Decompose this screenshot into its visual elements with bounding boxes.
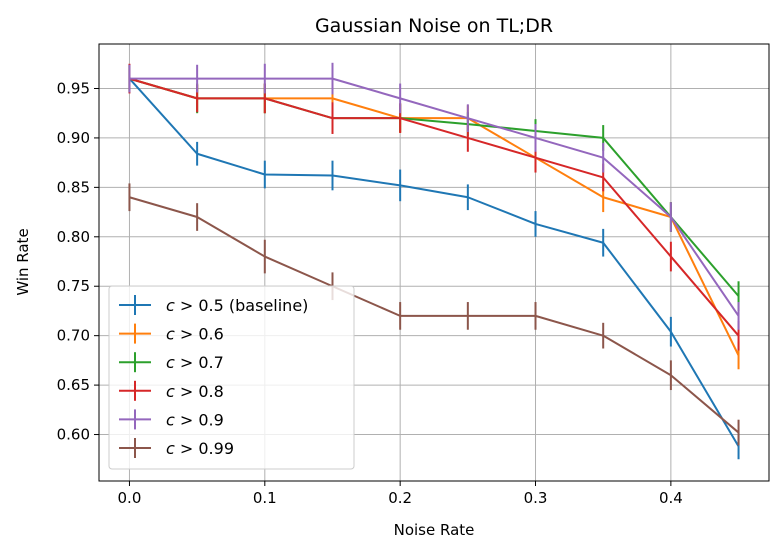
legend-label-symbol: c: [166, 410, 175, 429]
legend-label-text: > 0.99: [175, 439, 234, 458]
legend-label-symbol: c: [166, 439, 175, 458]
series-line: [128, 77, 740, 447]
y-tick-label: 0.80: [57, 228, 90, 246]
y-tick-label: 0.65: [57, 376, 90, 394]
legend-label: c > 0.99: [166, 439, 234, 458]
legend-label: c > 0.6: [166, 325, 224, 344]
y-tick-label: 0.90: [57, 129, 90, 147]
x-tick-label: 0.0: [118, 489, 142, 507]
plot-frame: [98, 43, 770, 482]
legend-label-symbol: c: [166, 353, 175, 372]
x-tick-label: 0.4: [659, 489, 683, 507]
legend-label-text: > 0.6: [175, 325, 224, 344]
ticks: 0.0 0.1 0.2 0.3 0.4 0.60 0.65 0.70 0.75 0.80 0.85 0…: [57, 79, 683, 507]
series-4: [128, 62, 740, 330]
x-axis-label: Noise Rate: [394, 521, 475, 539]
legend-item: c > 0.99: [119, 438, 234, 458]
y-axis-label: Win Rate: [14, 228, 32, 295]
y-tick-label: 0.60: [57, 426, 90, 444]
legend-label-symbol: c: [166, 382, 175, 401]
legend-label-text: > 0.7: [175, 353, 224, 372]
series-line: [129, 77, 740, 317]
series-line: [129, 196, 740, 434]
legend-label-text: > 0.8: [175, 382, 224, 401]
y-tick-label: 0.70: [57, 327, 90, 345]
y-tick-label: 0.95: [57, 79, 90, 97]
legend-label-text: > 0.9: [175, 410, 224, 429]
legend-label-text: > 0.5 (baseline): [175, 296, 309, 315]
series-0: [128, 64, 740, 460]
legend: c > 0.5 (baseline)c > 0.6c > 0.7c > 0.8c…: [108, 285, 355, 470]
series-line: [129, 77, 740, 337]
legend-item: c > 0.8: [119, 380, 224, 401]
legend-label: c > 0.5 (baseline): [166, 296, 308, 315]
legend-item: c > 0.7: [119, 352, 224, 373]
legend-label: c > 0.8: [166, 382, 224, 401]
legend-item: c > 0.5 (baseline): [119, 295, 308, 315]
y-tick-label: 0.85: [57, 178, 90, 196]
legend-box: [108, 285, 355, 470]
legend-label: c > 0.9: [166, 410, 224, 429]
x-tick-label: 0.1: [253, 489, 277, 507]
series-layer: [128, 62, 740, 460]
chart-title: Gaussian Noise on TL;DR: [315, 15, 553, 37]
legend-label-symbol: c: [166, 296, 175, 315]
x-tick-label: 0.2: [388, 489, 412, 507]
y-tick-label: 0.75: [57, 277, 90, 295]
legend-label: c > 0.7: [166, 353, 224, 372]
x-tick-label: 0.3: [524, 489, 548, 507]
legend-item: c > 0.9: [119, 409, 224, 430]
legend-label-symbol: c: [166, 325, 175, 344]
legend-item: c > 0.6: [119, 323, 224, 344]
